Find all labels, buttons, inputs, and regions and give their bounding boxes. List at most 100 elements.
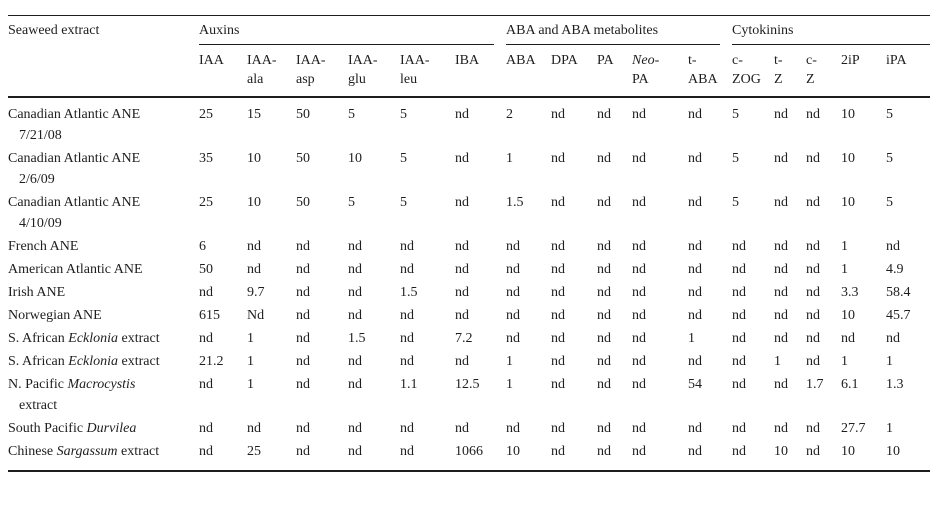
value-cell: nd — [199, 377, 213, 392]
row-label-line2: 7/21/08 — [19, 128, 62, 143]
value-cell: 10 — [506, 444, 521, 459]
table-row: American Atlantic ANE 50 nd nd nd nd nd nd nd nd n… — [8, 257, 930, 280]
table-row: French ANE 6 nd nd nd nd nd nd nd nd nd nd nd nd nd 1 nd — [8, 234, 930, 257]
value-cell: 1 — [506, 151, 514, 166]
value-cell: 1 — [841, 262, 849, 277]
value-cell: nd — [348, 239, 362, 254]
row-label: American Atlantic ANE — [8, 257, 199, 280]
row-label-text: N. Pacific — [8, 377, 68, 392]
row-label: Canadian Atlantic ANE 4/10/09 — [8, 190, 199, 234]
value-cell: nd — [199, 444, 213, 459]
value-cell: nd — [400, 421, 414, 436]
value-cell: nd — [199, 331, 213, 346]
row-label-text: Canadian Atlantic ANE — [8, 195, 141, 210]
value-cell: 10 — [774, 444, 789, 459]
row-label-text: extract — [118, 354, 160, 369]
value-cell: nd — [551, 308, 566, 323]
table-row: N. Pacific Macrocystis extract nd 1 nd nd 1.1 1… — [8, 372, 930, 416]
value-cell: nd — [774, 377, 789, 392]
table-row: South Pacific Durvilea nd nd nd nd nd nd nd nd nd… — [8, 416, 930, 439]
column-header-line1: c- — [732, 53, 743, 68]
column-header-line1: IAA- — [296, 53, 326, 68]
value-cell: nd — [632, 308, 647, 323]
row-label: French ANE — [8, 234, 199, 257]
value-cell: nd — [296, 308, 310, 323]
column-header-line1: IAA — [199, 53, 224, 68]
value-cell: 1.7 — [806, 377, 824, 392]
value-cell: nd — [506, 262, 521, 277]
value-cell: nd — [632, 262, 647, 277]
value-cell: 3.3 — [841, 285, 859, 300]
value-cell: nd — [688, 444, 703, 459]
row-label: Canadian Atlantic ANE 7/21/08 — [8, 97, 199, 146]
value-cell: 1 — [688, 331, 696, 346]
column-header-t-z: t- Z — [774, 45, 807, 98]
value-cell: nd — [247, 239, 261, 254]
value-cell: nd — [247, 262, 261, 277]
value-cell: nd — [774, 331, 789, 346]
group-header-aba-metabolites: ABA and ABA metabolites — [506, 16, 732, 45]
row-label-text: South Pacific — [8, 421, 87, 436]
value-cell: nd — [732, 239, 747, 254]
column-header-line2: Z — [774, 72, 783, 87]
value-cell: 5 — [348, 107, 355, 122]
row-label: N. Pacific Macrocystis extract — [8, 372, 199, 416]
value-cell: 4.9 — [886, 262, 904, 277]
row-label: Norwegian ANE — [8, 303, 199, 326]
value-cell: nd — [199, 285, 213, 300]
value-cell: nd — [455, 151, 469, 166]
value-cell: nd — [455, 195, 469, 210]
value-cell: nd — [688, 151, 703, 166]
value-cell: 5 — [400, 195, 407, 210]
value-cell: nd — [774, 421, 789, 436]
column-header-line2: Z — [806, 72, 815, 87]
value-cell: nd — [551, 107, 566, 122]
value-cell: 5 — [732, 151, 740, 166]
value-cell: nd — [296, 377, 310, 392]
value-cell: nd — [551, 377, 566, 392]
value-cell: nd — [688, 195, 703, 210]
value-cell: nd — [455, 107, 469, 122]
row-label-text: Norwegian ANE — [8, 308, 102, 323]
row-label-text: French ANE — [8, 239, 79, 254]
value-cell: nd — [886, 239, 901, 254]
value-cell: 1066 — [455, 444, 483, 459]
value-cell: nd — [806, 331, 821, 346]
value-cell: nd — [348, 354, 362, 369]
value-cell: nd — [632, 107, 647, 122]
value-cell: 58.4 — [886, 285, 911, 300]
value-cell: nd — [774, 151, 789, 166]
column-header-line1: ABA — [506, 53, 536, 68]
column-header-iba: IBA — [455, 45, 507, 98]
value-cell: nd — [774, 107, 789, 122]
value-cell: 54 — [688, 377, 703, 392]
value-cell: nd — [455, 285, 469, 300]
value-cell: 7.2 — [455, 331, 473, 346]
value-cell: nd — [597, 285, 612, 300]
value-cell: 25 — [199, 107, 213, 122]
value-cell: nd — [632, 421, 647, 436]
value-cell: nd — [551, 151, 566, 166]
value-cell: 1 — [506, 354, 514, 369]
value-cell: nd — [348, 285, 362, 300]
value-cell: nd — [597, 262, 612, 277]
value-cell: 1 — [886, 354, 894, 369]
value-cell: nd — [348, 421, 362, 436]
row-label-text: S. African — [8, 354, 69, 369]
row-label: Canadian Atlantic ANE 2/6/09 — [8, 146, 199, 190]
value-cell: nd — [632, 285, 647, 300]
row-label: Chinese Sargassum extract — [8, 439, 199, 471]
value-cell: nd — [551, 421, 566, 436]
value-cell: nd — [597, 308, 612, 323]
value-cell: 9.7 — [247, 285, 265, 300]
value-cell: nd — [247, 421, 261, 436]
value-cell: nd — [597, 151, 612, 166]
value-cell: 6.1 — [841, 377, 859, 392]
value-cell: nd — [732, 444, 747, 459]
column-header-neo-pa: Neo- PA — [632, 45, 689, 98]
value-cell: nd — [774, 239, 789, 254]
value-cell: nd — [296, 331, 310, 346]
value-cell: nd — [400, 444, 414, 459]
table-row: Irish ANE nd 9.7 nd nd 1.5 nd nd nd nd nd nd nd nd nd 3… — [8, 280, 930, 303]
value-cell: 15 — [247, 107, 261, 122]
